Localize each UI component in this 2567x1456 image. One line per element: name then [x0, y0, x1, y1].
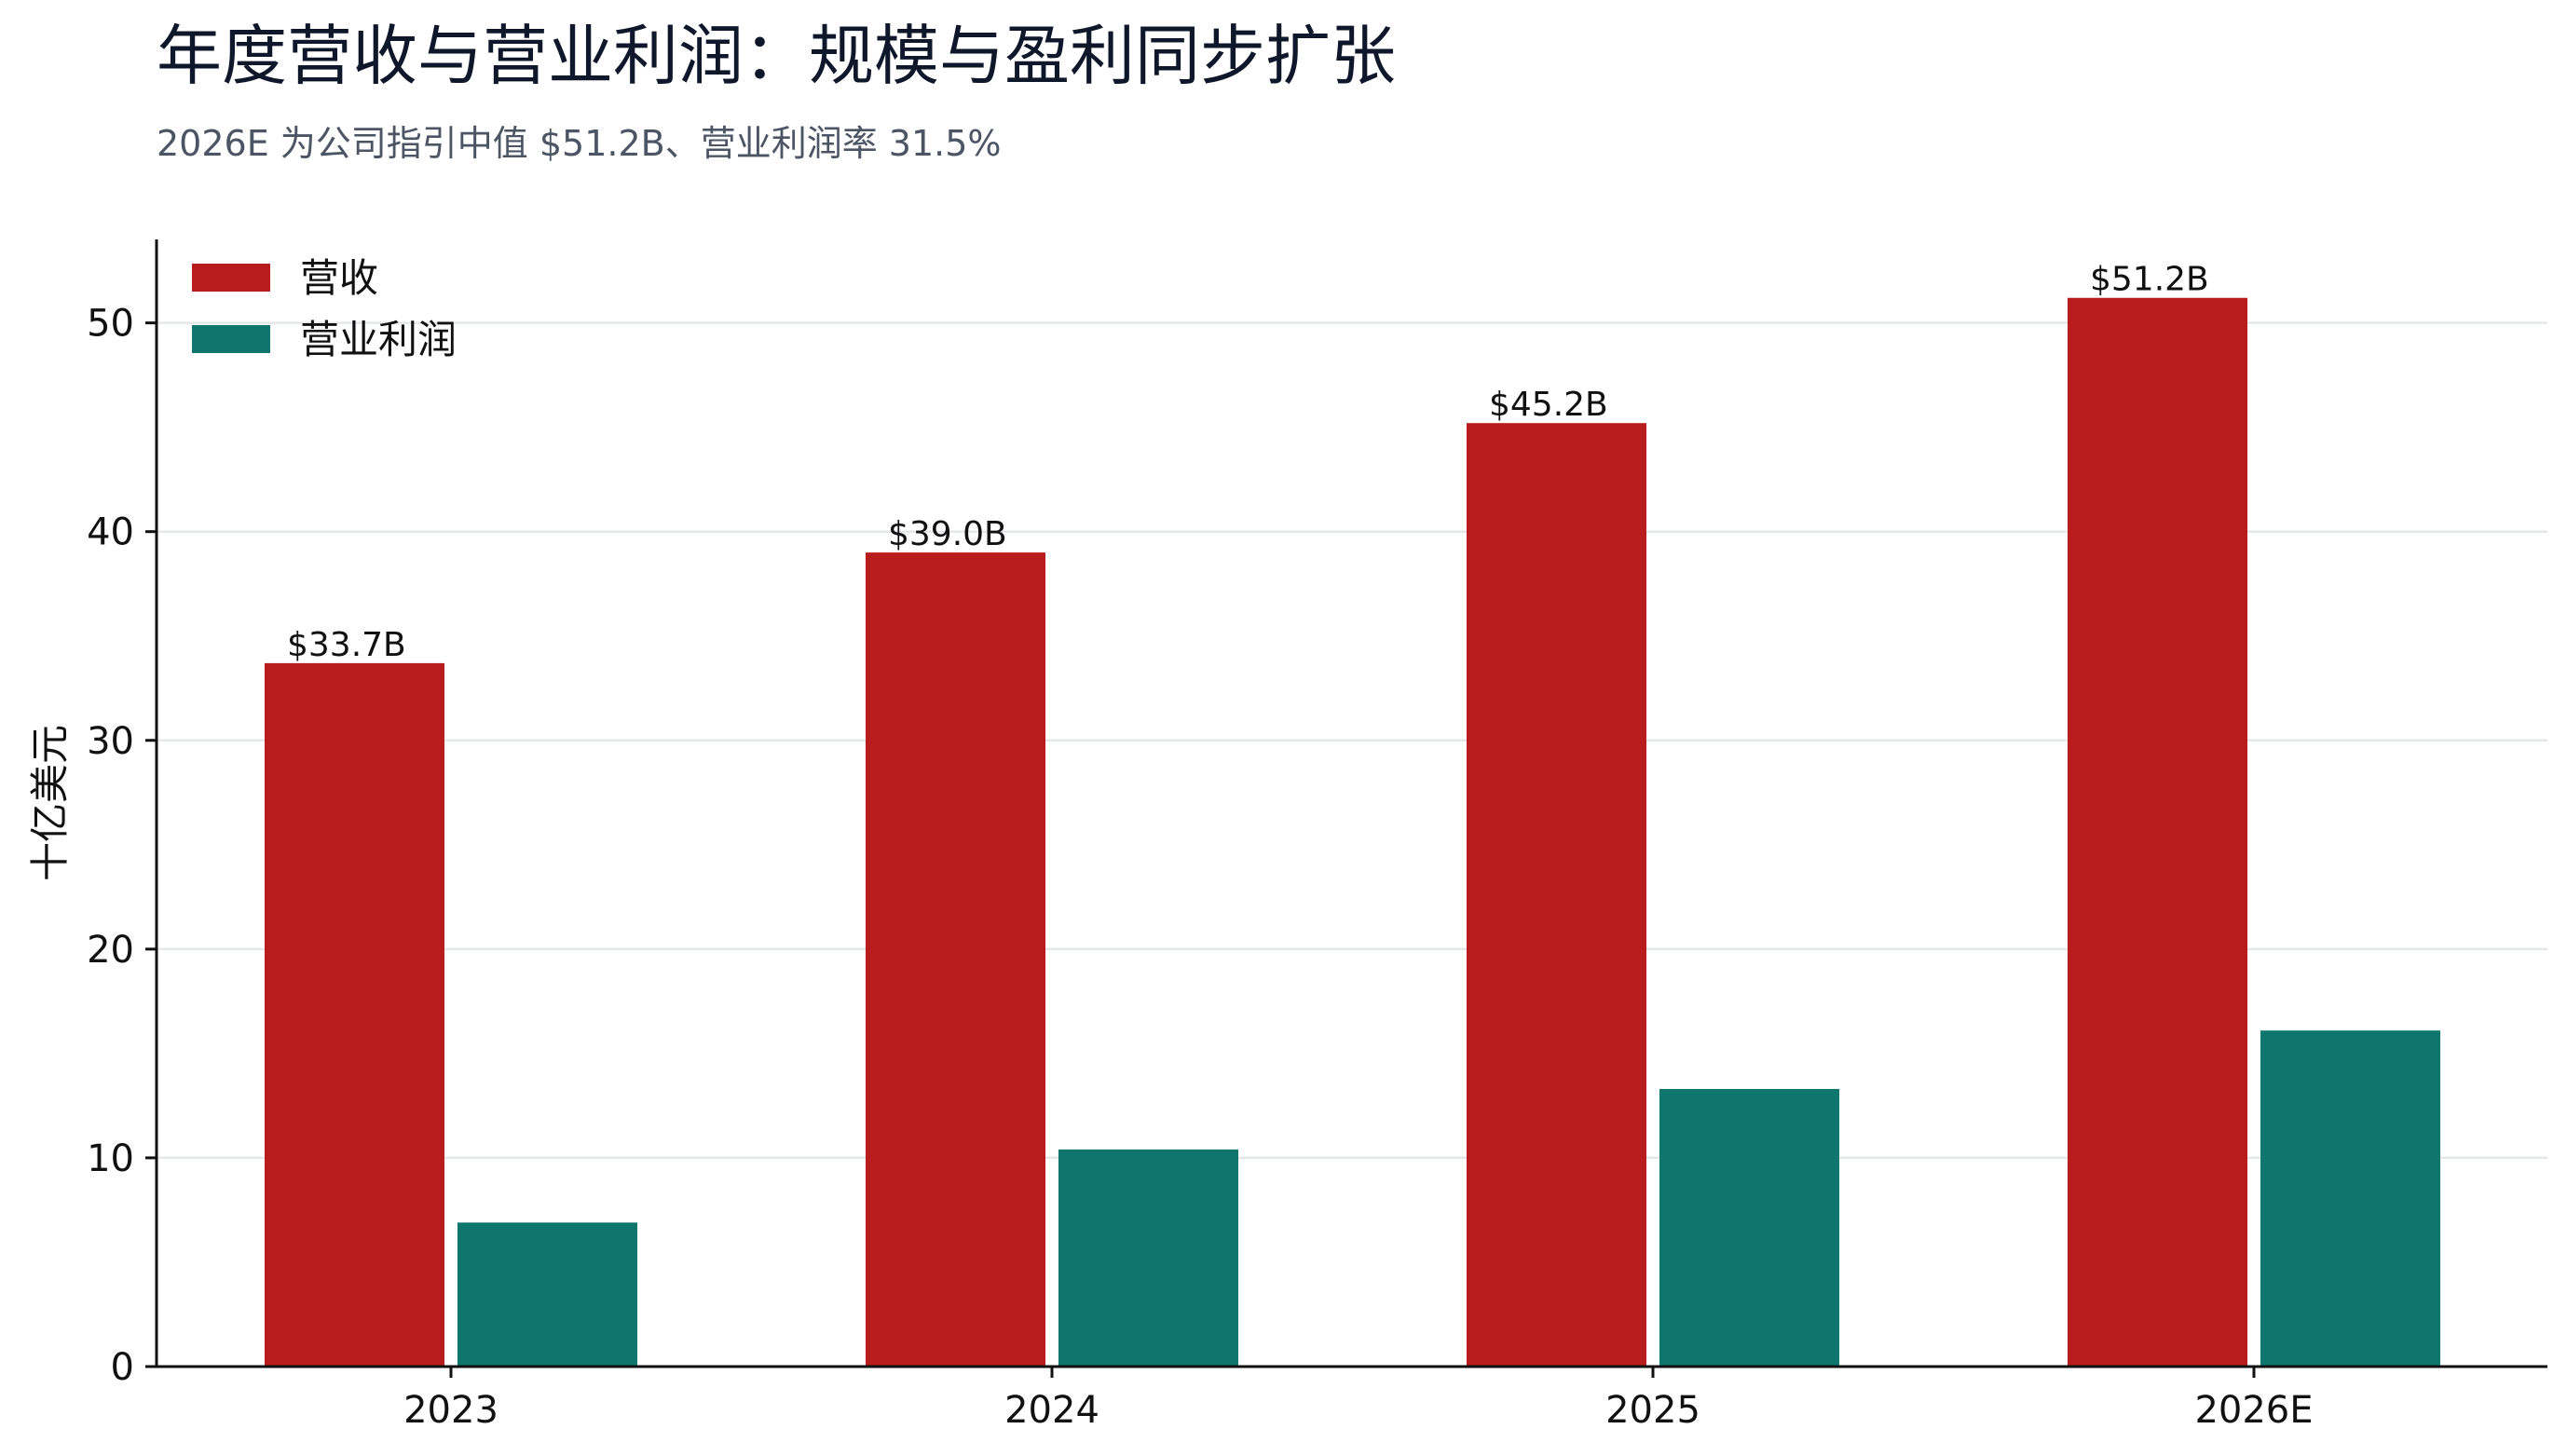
legend-label-operating-profit: 营业利润 — [300, 317, 457, 362]
bar-revenue-2024 — [866, 552, 1045, 1367]
x-tick-label: 2026E — [2194, 1389, 2313, 1432]
bar-operating-profit-2024 — [1058, 1149, 1238, 1367]
axes: 0 10 20 30 40 50 2023 2024 2025 2026E 十亿美元 — [27, 239, 2547, 1432]
bar-operating-profit-2023 — [457, 1222, 637, 1367]
y-tick-label: 50 — [87, 303, 134, 346]
legend-swatch-operating-profit — [192, 325, 270, 353]
bars — [265, 297, 2440, 1368]
y-tick-label: 30 — [87, 720, 134, 763]
bar-revenue-2025 — [1467, 423, 1646, 1367]
data-label-2026E: $51.2B — [2090, 261, 2209, 299]
bar-revenue-2026E — [2068, 297, 2247, 1368]
data-label-2024: $39.0B — [888, 515, 1007, 553]
y-tick-label: 40 — [87, 511, 134, 554]
chart-subtitle: 2026E 为公司指引中值 $51.2B、营业利润率 31.5% — [157, 123, 1002, 164]
data-label-2025: $45.2B — [1489, 386, 1608, 424]
value-labels: $33.7B $39.0B $45.2B $51.2B — [287, 261, 2209, 664]
y-tick-label: 20 — [87, 929, 134, 972]
chart-title: 年度营收与营业利润：规模与盈利同步扩张 — [157, 18, 1396, 94]
x-tick-label: 2023 — [403, 1389, 498, 1432]
bar-revenue-2023 — [265, 662, 444, 1367]
x-tick-label: 2024 — [1004, 1389, 1099, 1432]
y-axis-title: 十亿美元 — [27, 725, 73, 881]
bar-operating-profit-2026E — [2260, 1030, 2440, 1367]
legend-swatch-revenue — [192, 264, 270, 292]
y-tick-label: 10 — [87, 1137, 134, 1180]
data-label-2023: $33.7B — [287, 626, 406, 664]
bar-operating-profit-2025 — [1659, 1088, 1839, 1367]
x-tick-label: 2025 — [1605, 1389, 1700, 1432]
legend-label-revenue: 营收 — [300, 255, 378, 301]
y-tick-label: 0 — [111, 1346, 134, 1389]
